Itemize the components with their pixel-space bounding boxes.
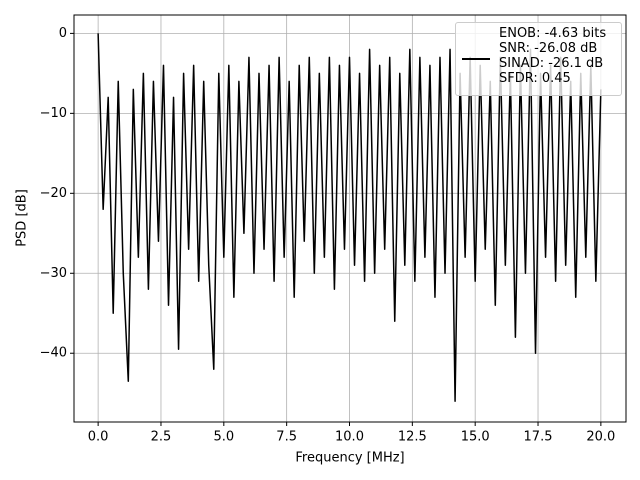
psd-line bbox=[97, 33, 602, 402]
y-axis-label: PSD [dB] bbox=[15, 189, 30, 247]
plot-frame bbox=[73, 14, 627, 423]
legend-label: ENOB: -4.63 bits SNR: -26.08 dB SINAD: -… bbox=[499, 26, 607, 86]
x-tick-label: 15.0 bbox=[461, 430, 490, 445]
legend: ENOB: -4.63 bits SNR: -26.08 dB SINAD: -… bbox=[455, 22, 622, 96]
x-tick-label: 0.0 bbox=[88, 430, 109, 445]
y-tick-label: −10 bbox=[40, 106, 67, 121]
y-tick-label: −40 bbox=[40, 346, 67, 361]
marks bbox=[97, 33, 602, 402]
x-axis-label: Frequency [MHz] bbox=[295, 451, 404, 466]
x-tick-label: 7.5 bbox=[276, 430, 297, 445]
x-tick-label: 20.0 bbox=[586, 430, 615, 445]
y-tick-label: −30 bbox=[40, 266, 67, 281]
y-tick-label: −20 bbox=[40, 186, 67, 201]
x-tick-label: 12.5 bbox=[398, 430, 427, 445]
x-tick-label: 10.0 bbox=[335, 430, 364, 445]
x-tick-label: 5.0 bbox=[213, 430, 234, 445]
y-tick-label: 0 bbox=[59, 26, 67, 41]
legend-swatch bbox=[462, 58, 490, 60]
x-tick-label: 2.5 bbox=[151, 430, 172, 445]
x-tick-label: 17.5 bbox=[524, 430, 553, 445]
